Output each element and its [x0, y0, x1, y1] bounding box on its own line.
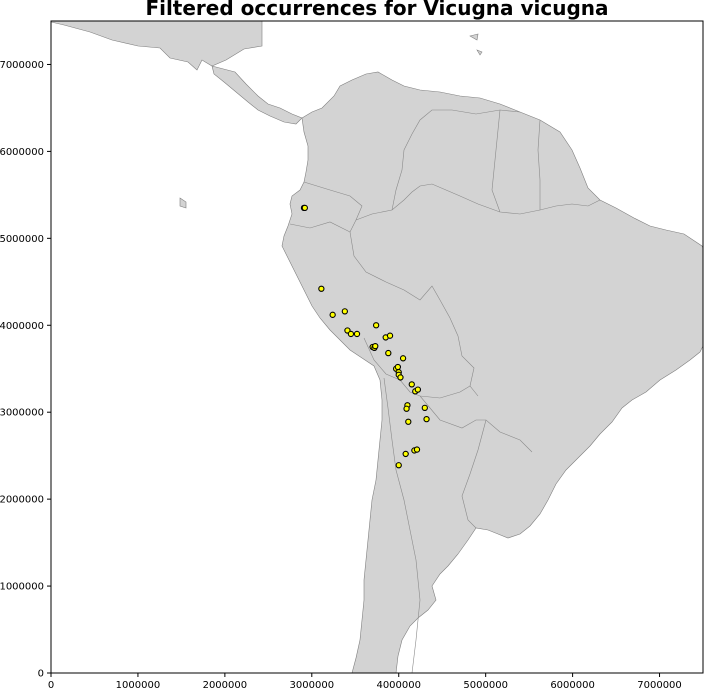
x-tick-label: 6000000	[550, 680, 595, 690]
country-border	[303, 181, 363, 221]
occurrence-point	[421, 404, 428, 412]
y-tick-label: 5000000	[0, 234, 44, 245]
occurrence-point	[372, 342, 379, 350]
occurrence-point	[423, 416, 430, 423]
occurrence-point	[403, 405, 410, 412]
x-axis: 0 1000000 2000000 3000000 4000000 5000000 6000…	[48, 673, 682, 690]
occurrence-point	[329, 311, 336, 318]
chart-title: Filtered occurrences for Vicugna vicugna	[145, 0, 608, 20]
occurrence-point	[402, 450, 409, 458]
plot-frame	[50, 20, 704, 674]
country-border	[491, 109, 501, 213]
occurrence-point	[353, 330, 361, 338]
country-border	[391, 109, 521, 211]
basemap	[51, 21, 703, 673]
occurrence-point	[385, 349, 392, 357]
x-tick-label: 4000000	[376, 680, 421, 690]
country-border	[419, 395, 533, 453]
country-border	[349, 231, 475, 387]
occurrence-point	[414, 386, 422, 393]
occurrence-point	[372, 322, 380, 329]
y-tick-label: 3000000	[0, 408, 44, 419]
y-tick-label: 6000000	[0, 147, 44, 158]
occurrence-point	[341, 308, 348, 315]
x-tick-label: 7000000	[637, 680, 682, 690]
x-tick-label: 1000000	[116, 680, 161, 690]
country-border	[537, 119, 541, 210]
country-border	[383, 377, 421, 673]
y-tick-label: 0	[38, 669, 44, 680]
occurrence-point	[347, 330, 355, 338]
south-america-landmass	[281, 71, 703, 673]
occurrence-point	[395, 462, 402, 469]
occurrence-point	[399, 355, 407, 362]
occurrence-point	[397, 374, 404, 381]
x-tick-label: 3000000	[290, 680, 335, 690]
country-border	[355, 183, 601, 221]
y-axis: 0 1000000 2000000 3000000 4000000 5000000 6000…	[0, 60, 51, 680]
central-america-landmass	[51, 21, 303, 125]
occurrence-point	[408, 381, 415, 388]
y-tick-label: 7000000	[0, 60, 44, 71]
country-border	[289, 219, 357, 233]
occurrence-point	[386, 332, 394, 339]
y-tick-label: 4000000	[0, 321, 44, 332]
island	[179, 197, 187, 209]
occurrence-points	[300, 204, 430, 469]
occurrence-point	[405, 418, 412, 425]
y-tick-label: 1000000	[0, 582, 44, 593]
y-tick-label: 2000000	[0, 495, 44, 506]
island	[469, 33, 483, 56]
occurrence-point	[413, 446, 421, 453]
occurrence-point	[318, 285, 325, 292]
x-tick-label: 5000000	[463, 680, 508, 690]
occurrence-point	[301, 204, 308, 212]
occurrence-point	[394, 363, 402, 371]
x-tick-label: 2000000	[203, 680, 248, 690]
x-tick-label: 0	[48, 680, 54, 690]
country-border	[461, 419, 487, 529]
